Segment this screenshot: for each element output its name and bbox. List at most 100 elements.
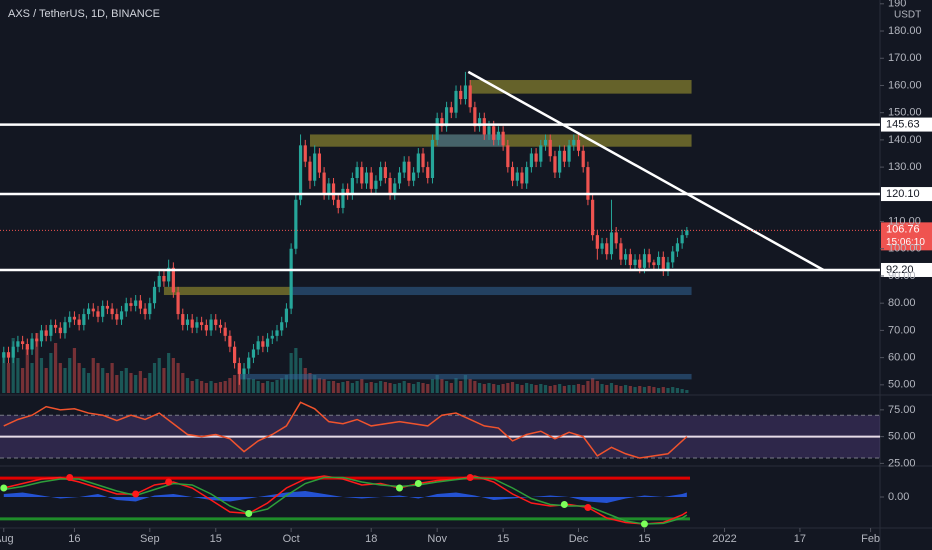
candle-body — [624, 254, 628, 260]
volume-bar — [181, 373, 185, 393]
volume-bar — [176, 363, 180, 393]
volume-bar — [317, 378, 322, 393]
candle-body — [143, 308, 147, 315]
volume-bar — [581, 385, 585, 393]
volume-bar — [148, 373, 152, 393]
volume-bar — [350, 383, 354, 393]
volume-bar — [171, 358, 175, 393]
currency-label: USDT — [894, 10, 921, 21]
x-tick-label: Aug — [0, 533, 14, 545]
y-tick-label: 60.00 — [888, 352, 916, 364]
candle-body — [86, 308, 91, 315]
candle-body — [520, 172, 524, 184]
rsi-line — [3, 401, 688, 459]
x-tick-label: Dec — [569, 533, 589, 545]
candle-body — [468, 85, 472, 108]
volume-bar — [58, 363, 62, 393]
candle-body — [440, 118, 444, 127]
candle-body — [270, 335, 274, 339]
candle-body — [482, 118, 486, 135]
x-tick-label: 18 — [365, 533, 377, 545]
volume-bar — [242, 373, 246, 393]
candle-body — [379, 167, 383, 181]
volume-bar — [11, 338, 15, 393]
volume-bar — [68, 358, 72, 393]
volume-bar — [313, 375, 317, 393]
candle-body — [247, 357, 251, 369]
level-label-box — [881, 117, 932, 132]
candle-body — [308, 161, 312, 181]
volume-bar — [360, 379, 364, 393]
candle-body — [591, 199, 595, 236]
volume-bar — [397, 383, 402, 393]
candle-body — [327, 183, 331, 195]
candle-body — [200, 322, 204, 325]
volume-bar — [261, 383, 265, 393]
volume-bar — [204, 383, 208, 393]
candle-body — [412, 172, 416, 181]
candle-body — [346, 188, 350, 195]
volume-bar — [576, 384, 581, 393]
candle-body — [543, 139, 548, 146]
volume-bar — [96, 363, 100, 393]
candle-body — [162, 275, 166, 282]
y-tick-label: 100.00 — [888, 243, 922, 255]
candle-body — [600, 243, 604, 249]
volume-bar — [331, 381, 336, 393]
candle-body — [671, 251, 675, 263]
candle-body — [49, 324, 53, 336]
volume-bar — [86, 373, 91, 393]
last-price-label: 106.76 — [886, 223, 920, 235]
volume-bar — [412, 384, 416, 393]
x-tick-label: Sep — [140, 533, 160, 545]
volume-bar — [685, 390, 689, 393]
candle-body — [82, 314, 86, 325]
x-tick-label: Oct — [283, 533, 300, 545]
volume-bar — [609, 383, 614, 393]
volume-bar — [105, 373, 110, 393]
candle-body — [656, 256, 661, 266]
y-tick-label: 50.00 — [888, 379, 916, 391]
candle-body — [548, 139, 552, 157]
volume-bar — [143, 378, 147, 393]
candle-body — [595, 235, 599, 249]
candle-body — [492, 126, 496, 140]
volume-bar — [529, 384, 533, 393]
volume-bar — [407, 383, 411, 393]
candle-body — [331, 183, 336, 200]
volume-bar — [496, 385, 501, 393]
volume-bar — [501, 384, 505, 393]
volume-bar — [209, 381, 213, 393]
zone — [163, 286, 292, 296]
candle-body — [685, 230, 689, 236]
candle-body — [148, 303, 152, 315]
volume-bar — [374, 383, 378, 393]
volume-bar — [167, 353, 171, 393]
volume-bar — [308, 373, 312, 393]
volume-bar — [633, 387, 637, 393]
volume-bar — [336, 383, 340, 393]
candle-body — [562, 150, 566, 162]
volume-bar — [364, 383, 369, 393]
volume-bar — [595, 381, 599, 393]
volume-bar — [680, 389, 684, 393]
candle-body — [44, 330, 48, 336]
volume-bar — [77, 363, 81, 393]
candle-body — [176, 292, 180, 315]
volume-bar — [435, 375, 439, 393]
candle-body — [280, 322, 284, 331]
volume-bar — [605, 385, 609, 393]
zone — [437, 134, 504, 147]
candle-body — [2, 352, 6, 358]
candle-body — [124, 303, 128, 312]
y-tick-label: 75.00 — [888, 404, 916, 416]
level-label-box — [881, 187, 932, 202]
candle-body — [407, 161, 411, 181]
candle-body — [39, 330, 44, 342]
candle-body — [383, 167, 387, 178]
candle-body — [421, 153, 425, 168]
volume-bar — [487, 383, 491, 393]
x-tick-label: Nov — [427, 533, 447, 545]
y-tick-label: 90.00 — [888, 270, 916, 282]
candle-body — [190, 319, 194, 328]
